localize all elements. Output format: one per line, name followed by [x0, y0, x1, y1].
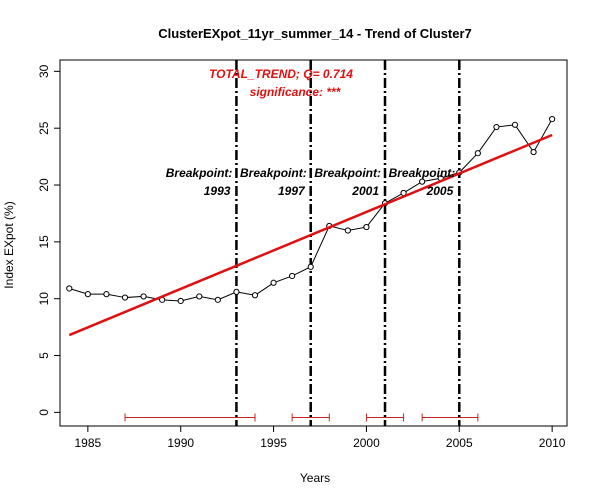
data-point [103, 291, 110, 298]
breakpoint-year-label: 2005 [426, 184, 454, 198]
data-point [344, 227, 351, 234]
data-point [84, 291, 91, 298]
breakpoint-year-label: 2001 [351, 184, 379, 198]
data-point [270, 279, 277, 286]
data-point [196, 293, 203, 300]
data-point [307, 263, 314, 270]
y-tick-label: 25 [37, 121, 51, 135]
data-point [493, 123, 500, 131]
breakpoint-label: Breakpoint: [314, 166, 381, 180]
data-point [66, 285, 73, 292]
y-tick-label: 20 [37, 178, 51, 192]
plot-area: 1985 1990 1995 2000 2005 2010 0 5 10 15 20 25 30 TOTA… [37, 59, 568, 450]
plot-frame [59, 59, 568, 427]
data-point [530, 148, 537, 156]
data-point [511, 121, 519, 128]
data-point [289, 272, 296, 280]
chart-title: ClusterEXpot_11yr_summer_14 - Trend of C… [158, 26, 472, 41]
y-axis-label: Index EXpot (%) [2, 201, 16, 288]
data-point [177, 297, 184, 305]
trend-annotation-line1: TOTAL_TREND; Q= 0.714 [209, 67, 353, 81]
breakpoint-label: Breakpoint: [166, 166, 233, 180]
x-tick-label: 2010 [539, 436, 566, 450]
x-tick-label: 1985 [75, 436, 102, 450]
breakpoint-label: Breakpoint: [389, 166, 456, 180]
data-point [549, 116, 556, 123]
x-tick-label: 1990 [167, 436, 194, 450]
data-point [419, 178, 426, 185]
x-tick-label: 1995 [260, 436, 287, 450]
data-point [233, 288, 240, 295]
breakpoint-label: Breakpoint: [240, 166, 307, 180]
y-tick-label: 30 [37, 64, 51, 78]
trend-line [68, 133, 553, 337]
data-point [140, 293, 147, 300]
data-point [251, 292, 259, 299]
data-point [474, 150, 481, 157]
y-tick-label: 0 [37, 409, 51, 416]
trend-annotation-line2: significance: *** [250, 85, 342, 99]
data-point [363, 223, 370, 231]
breakpoint-year-label: 1997 [278, 184, 306, 198]
y-tick-label: 5 [37, 352, 51, 359]
y-tick-label: 10 [37, 292, 51, 306]
data-point [214, 296, 221, 303]
breakpoint-year-label: 1993 [204, 184, 231, 198]
data-point [121, 294, 129, 301]
x-axis-label: Years [300, 471, 330, 485]
x-tick-label: 2005 [446, 436, 473, 450]
y-tick-label: 15 [37, 235, 51, 249]
x-tick-label: 2000 [353, 436, 380, 450]
